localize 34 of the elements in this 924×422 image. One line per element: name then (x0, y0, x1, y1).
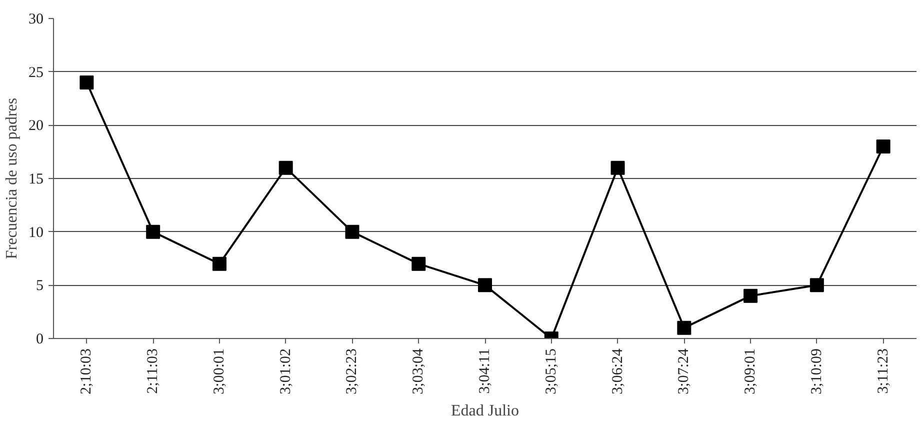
y-tick-label: 20 (28, 118, 44, 134)
x-tick-label: 3;10:09 (808, 348, 825, 394)
x-tick-label: 3;02:23 (344, 348, 360, 394)
point (744, 288, 758, 303)
y-tick-label: 5 (36, 278, 44, 294)
x-tick-label: 3;05;15 (543, 348, 560, 394)
y-tick-label: 0 (36, 332, 44, 348)
y-axis-title: Frecuencia de uso padres (4, 98, 20, 260)
point (478, 278, 492, 292)
y-tick-label: 30 (28, 12, 44, 28)
point (212, 256, 226, 271)
point (412, 256, 426, 271)
x-tick-label: 3;09:01 (742, 348, 759, 394)
y-tick-label: 15 (28, 172, 44, 188)
point (677, 320, 692, 335)
point (876, 140, 890, 154)
x-tick-label: 3;00:01 (211, 348, 228, 394)
point (345, 224, 360, 239)
x-axis-title: Edad Julio (451, 402, 520, 420)
x-tick-label: 3;01:02 (278, 348, 294, 394)
point (146, 224, 160, 239)
y-tick-label: 10 (28, 224, 44, 241)
point (278, 160, 293, 175)
x-tick-label: 3;04:11 (477, 348, 493, 394)
x-tick-label: 3;03;04 (410, 348, 427, 394)
x-tick-label: 2;10:03 (78, 348, 95, 394)
x-tick-label: 3;06:24 (610, 348, 626, 394)
point (610, 160, 625, 175)
y-tick-label: 25 (28, 64, 44, 81)
x-tick-label: 3;07:24 (676, 348, 692, 394)
x-tick-label: 2;11:03 (145, 348, 162, 394)
point (810, 278, 824, 292)
x-tick-label: 3;11:23 (875, 348, 892, 394)
point (80, 76, 94, 90)
